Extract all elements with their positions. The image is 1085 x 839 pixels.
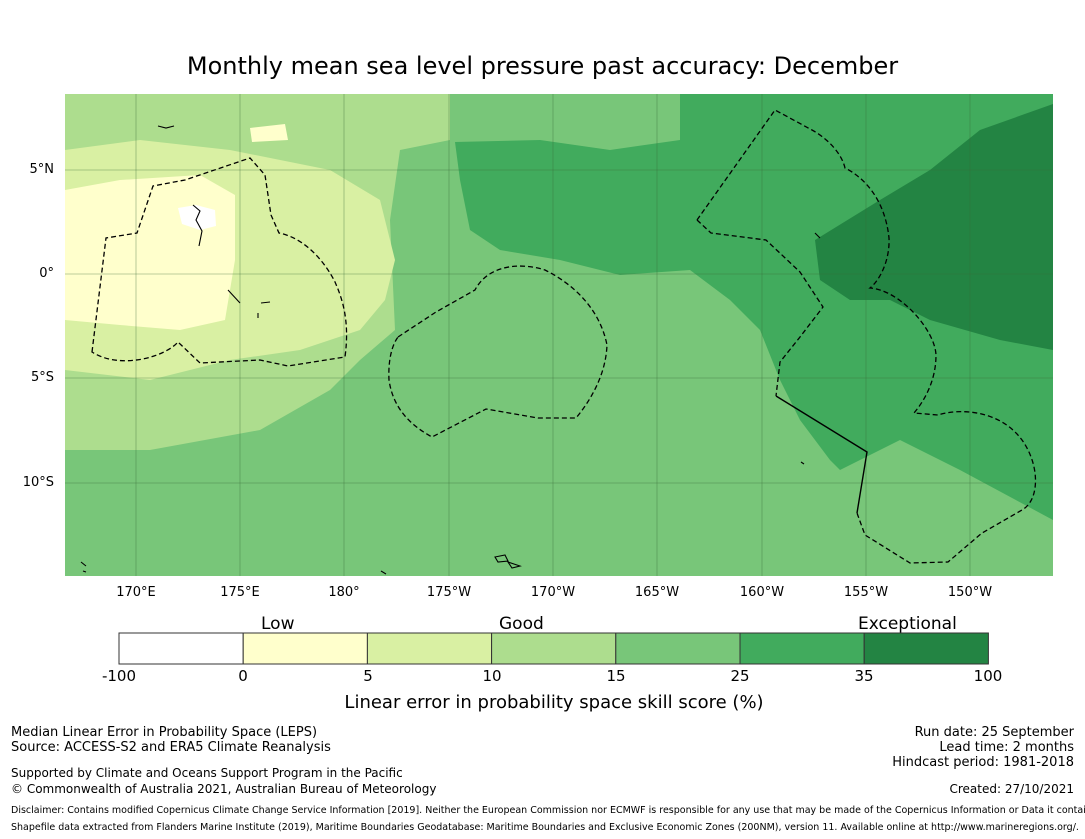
eez-kiribati-west [696,219,824,397]
footer-source: Source: ACCESS-S2 and ERA5 Climate Reana… [11,740,331,755]
island-chain-south [227,289,271,318]
colorbar [118,632,989,665]
footer-support: Supported by Climate and Oceans Support … [11,766,403,780]
colorbar-bin-3 [491,632,617,665]
region-skill-35-100 [815,104,1053,350]
eez-line-islands [696,109,1037,564]
colorbar-bin-6 [863,632,989,665]
x-tick-160w: 160°W [739,585,785,600]
maritime-boundary-solid [775,395,868,514]
footer-hindcast: Hindcast period: 1981-2018 [892,755,1074,770]
x-tick-170e: 170°E [116,585,156,600]
footer-run-date: Run date: 25 September [914,725,1074,740]
footer-lead-time: Lead time: 2 months [939,740,1074,755]
eez-tuvalu [91,157,348,367]
footer-disclaimer: Disclaimer: Contains modified Copernicus… [11,805,1085,816]
colorbar-bin-5 [739,632,865,665]
cb-tick-0: -100 [101,667,137,685]
x-tick-150w: 150°W [947,585,993,600]
y-tick-10s: 10°S [22,475,54,490]
colorbar-title: Linear error in probability space skill … [344,692,764,713]
x-tick-180: 180° [328,585,360,600]
cb-tick-7: 100 [973,667,1003,685]
island-north [157,125,175,129]
islands [80,125,821,575]
y-tick-5n: 5°N [29,162,55,177]
cb-tick-3: 10 [482,667,502,685]
cb-tick-4: 15 [606,667,626,685]
island-samoa [494,554,522,569]
cb-tick-1: 0 [238,667,248,685]
colorbar-label-good: Good [499,614,544,634]
cb-tick-5: 25 [730,667,750,685]
skill-map [65,94,1053,576]
x-tick-175e: 175°E [220,585,260,600]
island-tonga [380,570,387,575]
region-skill-0-5 [65,175,235,330]
eez-tokelau [388,265,608,438]
cb-tick-2: 5 [363,667,373,685]
colorbar-bin-4 [615,632,741,665]
x-tick-155w: 155°W [843,585,889,600]
colorbar-bins [118,632,989,665]
x-tick-175w: 175°W [426,585,472,600]
footer-created: Created: 27/10/2021 [949,782,1074,796]
footer-copyright: © Commonwealth of Australia 2021, Austra… [11,782,437,796]
region-skill-15-25-east [780,440,1053,576]
colorbar-label-exceptional: Exceptional [858,614,957,634]
graticule [65,94,1053,576]
island-cook-north [800,461,805,465]
colorbar-label-low: Low [261,614,295,634]
eez-boundaries [91,109,1037,564]
island-kiritimati [814,232,821,239]
x-tick-170w: 170°W [530,585,576,600]
region-skill-0-5-north [250,124,288,142]
colorbar-bin-2 [366,632,493,665]
colorbar-bin-0 [118,632,244,665]
chart-title: Monthly mean sea level pressure past acc… [186,52,899,80]
island-chain-tuvalu [192,204,203,247]
map-fill [65,94,1053,576]
footer-shapefile: Shapefile data extracted from Flanders M… [11,822,1079,833]
cb-tick-6: 35 [854,667,874,685]
colorbar-bin-1 [242,632,368,665]
x-tick-165w: 165°W [634,585,680,600]
footer-metric: Median Linear Error in Probability Space… [11,725,318,740]
y-tick-5s: 5°S [30,370,54,385]
y-tick-0: 0° [39,266,54,281]
island-wallis [80,561,87,573]
